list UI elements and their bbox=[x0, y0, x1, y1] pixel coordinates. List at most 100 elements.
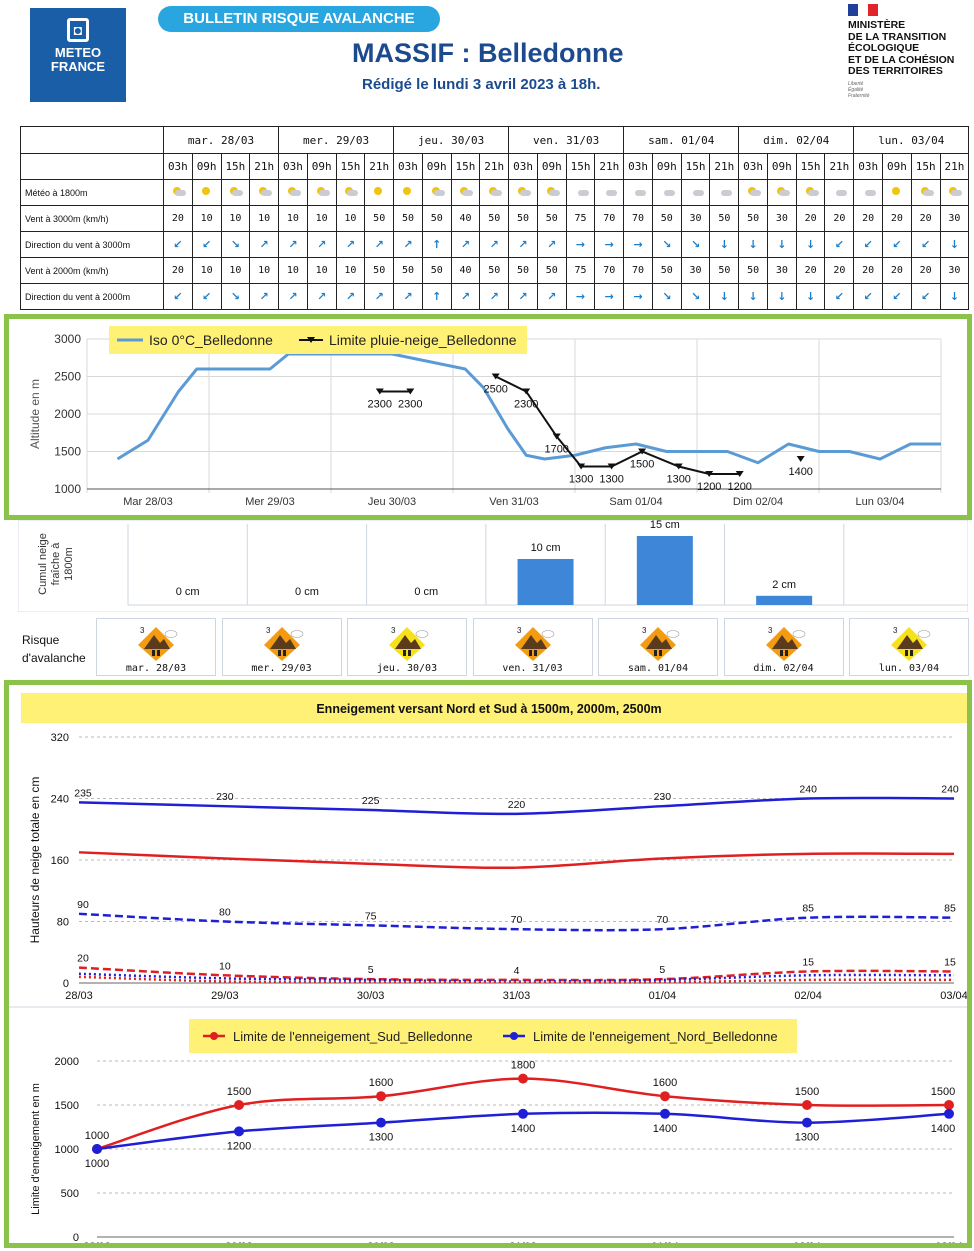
altitude-chart-panel: 1000 1500 2000 2500 3000 Mar 28/03 Mer 29/03 Je… bbox=[4, 314, 972, 520]
data-label: 1500 bbox=[795, 1086, 819, 1098]
sun-cloud-icon bbox=[516, 186, 532, 196]
chart-title: Enneigement versant Nord et Sud à 1500m,… bbox=[316, 702, 661, 716]
cloud-icon bbox=[541, 630, 554, 638]
snowpack-panel: Enneigement versant Nord et Sud à 1500m,… bbox=[4, 680, 972, 1251]
motto-line: Fraternité bbox=[848, 92, 870, 99]
rain-snow-limit-marker bbox=[522, 388, 531, 395]
risk-level: 3 bbox=[893, 626, 898, 635]
wind-arrow-icon: ↗ bbox=[288, 290, 298, 303]
x-tick-label: 01/04 bbox=[649, 990, 677, 1002]
day-header: dim. 02/04 bbox=[738, 126, 855, 154]
exclamation-bar bbox=[403, 650, 406, 656]
avalanche-danger-icon: 3 bbox=[765, 626, 805, 661]
wind-speed-cell: 50 bbox=[364, 205, 395, 232]
data-label: 1200 bbox=[227, 1140, 251, 1152]
data-label: 1200 bbox=[727, 481, 751, 493]
wind-speed-cell: 10 bbox=[335, 257, 366, 284]
hour-header: 21h bbox=[364, 153, 395, 180]
iso-zero-line bbox=[116, 352, 941, 465]
exclamation-bar bbox=[528, 650, 532, 656]
sun-cloud-icon bbox=[343, 186, 359, 196]
wind-direction-cell: ↙ bbox=[853, 283, 884, 310]
exclamation-bar bbox=[277, 650, 281, 656]
wind-arrow-icon: → bbox=[575, 290, 586, 303]
data-label: 240 bbox=[941, 784, 959, 796]
x-tick-label: 31/03 bbox=[509, 1241, 537, 1243]
y-tick-label: 80 bbox=[57, 917, 69, 929]
x-tick-label: Mer 29/03 bbox=[245, 496, 295, 508]
y-tick-label: 320 bbox=[51, 732, 69, 744]
risk-level: 3 bbox=[642, 626, 647, 635]
sun-cloud-icon bbox=[746, 186, 762, 196]
avalanche-risk-cell: 3 ven. 31/03 bbox=[472, 618, 593, 676]
y-tick-label: 240 bbox=[51, 794, 69, 806]
wind-arrow-icon: ↙ bbox=[202, 290, 212, 303]
data-label: 1600 bbox=[653, 1077, 677, 1089]
data-label: 1300 bbox=[569, 474, 593, 486]
snowpack-charts: Enneigement versant Nord et Sud à 1500m,… bbox=[9, 693, 968, 1251]
wind-arrow-icon: ↘ bbox=[690, 290, 701, 303]
data-label: 90 bbox=[77, 899, 89, 911]
motto-line: Égalité bbox=[848, 86, 864, 93]
hour-header: 21h bbox=[939, 153, 970, 180]
snow-height-line-solid bbox=[78, 851, 955, 870]
wind-speed-cell: 10 bbox=[278, 257, 308, 284]
wind-direction-cell: ↘ bbox=[220, 231, 251, 258]
snow-limit-point bbox=[802, 1117, 812, 1128]
data-label: 15 bbox=[802, 956, 814, 968]
x-tick-label: 02/04 bbox=[793, 1241, 821, 1243]
data-label: 10 bbox=[219, 960, 231, 972]
wind-direction-cell: ↗ bbox=[450, 283, 481, 310]
wind-arrow-icon: ↓ bbox=[719, 238, 729, 251]
data-label: 1600 bbox=[369, 1077, 393, 1089]
sun-cloud-icon bbox=[315, 186, 330, 196]
wind-arrow-icon: → bbox=[633, 290, 643, 303]
exclamation-bar bbox=[533, 650, 537, 656]
wind-direction-cell: → bbox=[594, 231, 625, 258]
sun-cloud-icon bbox=[775, 186, 790, 196]
mountain-shape bbox=[144, 635, 170, 649]
hour-header: 15h bbox=[220, 153, 251, 180]
wind-speed-cell: 50 bbox=[738, 205, 768, 232]
hour-header: 03h bbox=[853, 153, 884, 180]
wind-speed-cell: 70 bbox=[623, 205, 653, 232]
risk-date: lun. 03/04 bbox=[878, 663, 940, 674]
wind-arrow-icon: ↗ bbox=[403, 238, 413, 251]
weather-cell bbox=[882, 179, 912, 206]
data-label: 1300 bbox=[369, 1132, 393, 1144]
data-label: 1800 bbox=[511, 1060, 535, 1072]
wind-arrow-icon: ↘ bbox=[230, 238, 240, 251]
snow-height-line-dotted bbox=[78, 975, 955, 984]
data-label: 1700 bbox=[544, 444, 568, 456]
bar-label: 0 cm bbox=[176, 586, 200, 598]
wind-direction-cell: ↘ bbox=[651, 231, 682, 258]
sun-cloud-icon bbox=[487, 186, 503, 196]
exclamation-bar bbox=[910, 650, 913, 656]
snow-limit-point bbox=[234, 1126, 244, 1137]
sun-cloud-icon bbox=[257, 186, 273, 196]
wind-arrow-icon: ↓ bbox=[777, 290, 787, 303]
mountain-shape bbox=[897, 635, 923, 649]
legend-marker-limit bbox=[307, 337, 315, 343]
wind-direction-cell: ↗ bbox=[335, 231, 366, 258]
wind-arrow-icon: ↗ bbox=[259, 290, 269, 303]
wind-direction-cell: ↓ bbox=[738, 231, 768, 258]
wind-speed-cell: 20 bbox=[163, 257, 193, 284]
wind-direction-cell: ↓ bbox=[795, 283, 826, 310]
wind-speed-cell: 30 bbox=[939, 205, 970, 232]
day-header: sam. 01/04 bbox=[623, 126, 740, 154]
data-label: 1500 bbox=[931, 1086, 955, 1098]
data-label: 235 bbox=[74, 787, 92, 799]
x-tick-label: 03/04 bbox=[935, 1241, 963, 1243]
data-label: 230 bbox=[654, 791, 672, 803]
wind-speed-cell: 20 bbox=[795, 257, 826, 284]
cloud-icon bbox=[832, 187, 848, 196]
hour-header: 15h bbox=[565, 153, 596, 180]
data-label: 225 bbox=[362, 795, 380, 807]
wind-direction-cell: ↘ bbox=[680, 231, 711, 258]
risk-level: 3 bbox=[768, 626, 773, 635]
wind-arrow-icon: ↗ bbox=[460, 238, 471, 251]
data-label: 1400 bbox=[931, 1123, 955, 1135]
wind-speed-cell: 10 bbox=[249, 257, 280, 284]
avalanche-risk-label: Risque d'avalanche bbox=[22, 631, 86, 667]
